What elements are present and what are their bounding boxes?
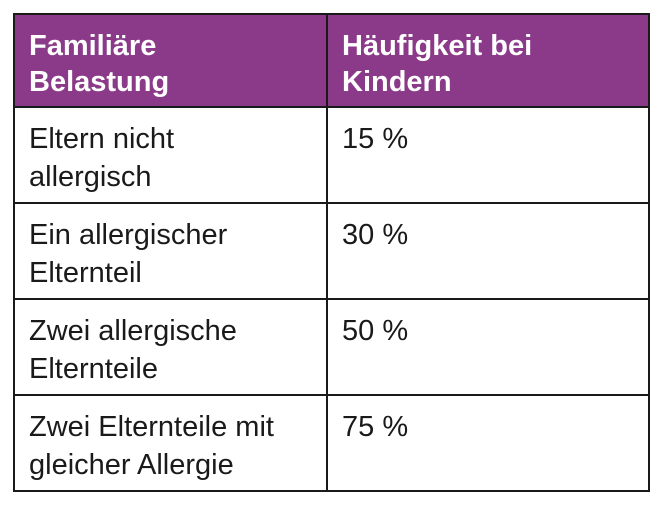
row-label: Eltern nicht allergisch [13, 106, 328, 204]
row-value: 75 % [326, 394, 650, 492]
row-value: 30 % [326, 202, 650, 300]
table-header-row: Familiäre Belastung Häufigkeit bei Kinde… [13, 13, 650, 108]
header-familial-burden: Familiäre Belastung [13, 13, 328, 108]
row-value: 50 % [326, 298, 650, 396]
table-row: Zwei allergische Elternteile 50 % [13, 298, 650, 396]
row-label: Zwei Elternteile mit gleicher Allergie [13, 394, 328, 492]
table-row: Zwei Elternteile mit gleicher Allergie 7… [13, 394, 650, 492]
table-row: Ein allergischer Elternteil 30 % [13, 202, 650, 300]
allergy-frequency-table: Familiäre Belastung Häufigkeit bei Kinde… [13, 13, 650, 492]
table-row: Eltern nicht allergisch 15 % [13, 106, 650, 204]
header-frequency-in-children: Häufigkeit bei Kindern [326, 13, 650, 108]
row-label: Zwei allergische Elternteile [13, 298, 328, 396]
row-label: Ein allergischer Elternteil [13, 202, 328, 300]
row-value: 15 % [326, 106, 650, 204]
